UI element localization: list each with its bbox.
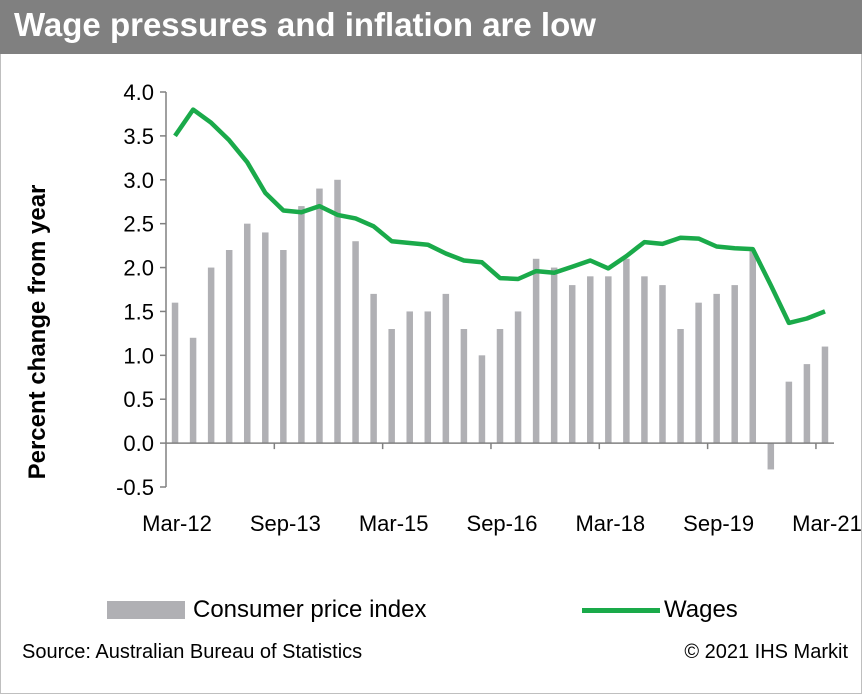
cpi-bar (280, 250, 287, 444)
cpi-bars (171, 179, 829, 470)
cpi-bar (785, 381, 793, 444)
cpi-bar (677, 329, 684, 444)
cpi-bar (767, 443, 775, 470)
legend-cpi-label: Consumer price index (193, 596, 427, 623)
cpi-bar (821, 346, 829, 444)
cpi-bar (370, 293, 377, 444)
y-tick-label: 2.5 (123, 212, 154, 237)
wages-line (173, 107, 826, 326)
y-tick-label: 0.5 (123, 387, 154, 412)
cpi-bar (424, 311, 432, 444)
y-ticks: 4.0 3.5 3.0 2.5 2.0 1.5 1.0 0.5 0.0 -0.5 (116, 80, 166, 500)
y-tick-label: 3.0 (123, 168, 154, 193)
cpi-bar (496, 329, 504, 444)
y-tick-label: 4.0 (123, 80, 154, 105)
cpi-bar (659, 285, 666, 444)
y-axis-label: Percent change from year (24, 185, 51, 480)
cpi-bar (587, 276, 594, 444)
title-bar: Wage pressures and inflation are low (0, 0, 862, 54)
cpi-bar (406, 311, 413, 444)
x-tick-label: Sep-16 (467, 511, 538, 536)
cpi-bar (532, 258, 540, 444)
cpi-bar (442, 293, 450, 444)
x-tick-label: Sep-19 (683, 511, 754, 536)
cpi-bar (695, 302, 702, 444)
y-tick-label: 2.0 (123, 256, 154, 281)
chart-title: Wage pressures and inflation are low (14, 6, 596, 43)
legend-line-swatch (582, 607, 660, 613)
legend-wages-label: Wages (664, 596, 738, 623)
legend-cpi: Consumer price index (107, 590, 426, 630)
cpi-bar (731, 285, 738, 444)
x-ticks: Mar-12 Sep-13 Mar-15 Sep-16 Mar-18 Sep-19 Mar-… (142, 443, 862, 536)
source-note: Source: Australian Bureau of Statistics (22, 641, 363, 663)
x-tick-label: Mar-12 (142, 511, 212, 536)
cpi-bar (478, 355, 486, 444)
legend-wages: Wages (582, 590, 738, 630)
legend-bar-swatch (107, 601, 185, 619)
cpi-bar (334, 179, 341, 444)
cpi-bar (262, 232, 269, 444)
cpi-bar (641, 276, 648, 444)
cpi-bar (623, 258, 630, 444)
x-tick-label: Mar-15 (359, 511, 429, 536)
y-tick-label: 1.5 (123, 299, 154, 324)
cpi-bar (605, 276, 612, 444)
cpi-bar (207, 267, 215, 444)
cpi-bar (352, 241, 359, 444)
cpi-bar (550, 267, 558, 444)
x-tick-label: Mar-21 (792, 511, 862, 536)
x-tick-label: Mar-18 (575, 511, 645, 536)
y-tick-label: 3.5 (123, 124, 154, 149)
cpi-bar (514, 311, 522, 444)
cpi-bar (460, 329, 468, 444)
x-tick-label: Sep-13 (250, 511, 321, 536)
copyright-note: © 2021 IHS Markit (684, 641, 848, 663)
y-tick-label: 1.0 (123, 343, 154, 368)
cpi-bar (316, 188, 323, 444)
cpi-bar (803, 364, 811, 444)
cpi-bar (713, 293, 720, 444)
cpi-bar (388, 329, 395, 444)
cpi-bar (171, 302, 179, 444)
cpi-bar (298, 206, 305, 444)
cpi-bar (189, 337, 197, 444)
y-tick-label: 0.0 (123, 431, 154, 456)
y-tick-label: -0.5 (116, 475, 154, 500)
cpi-bar (243, 223, 251, 444)
cpi-bar (225, 250, 233, 444)
cpi-bar (568, 285, 576, 444)
cpi-bar (749, 250, 757, 444)
